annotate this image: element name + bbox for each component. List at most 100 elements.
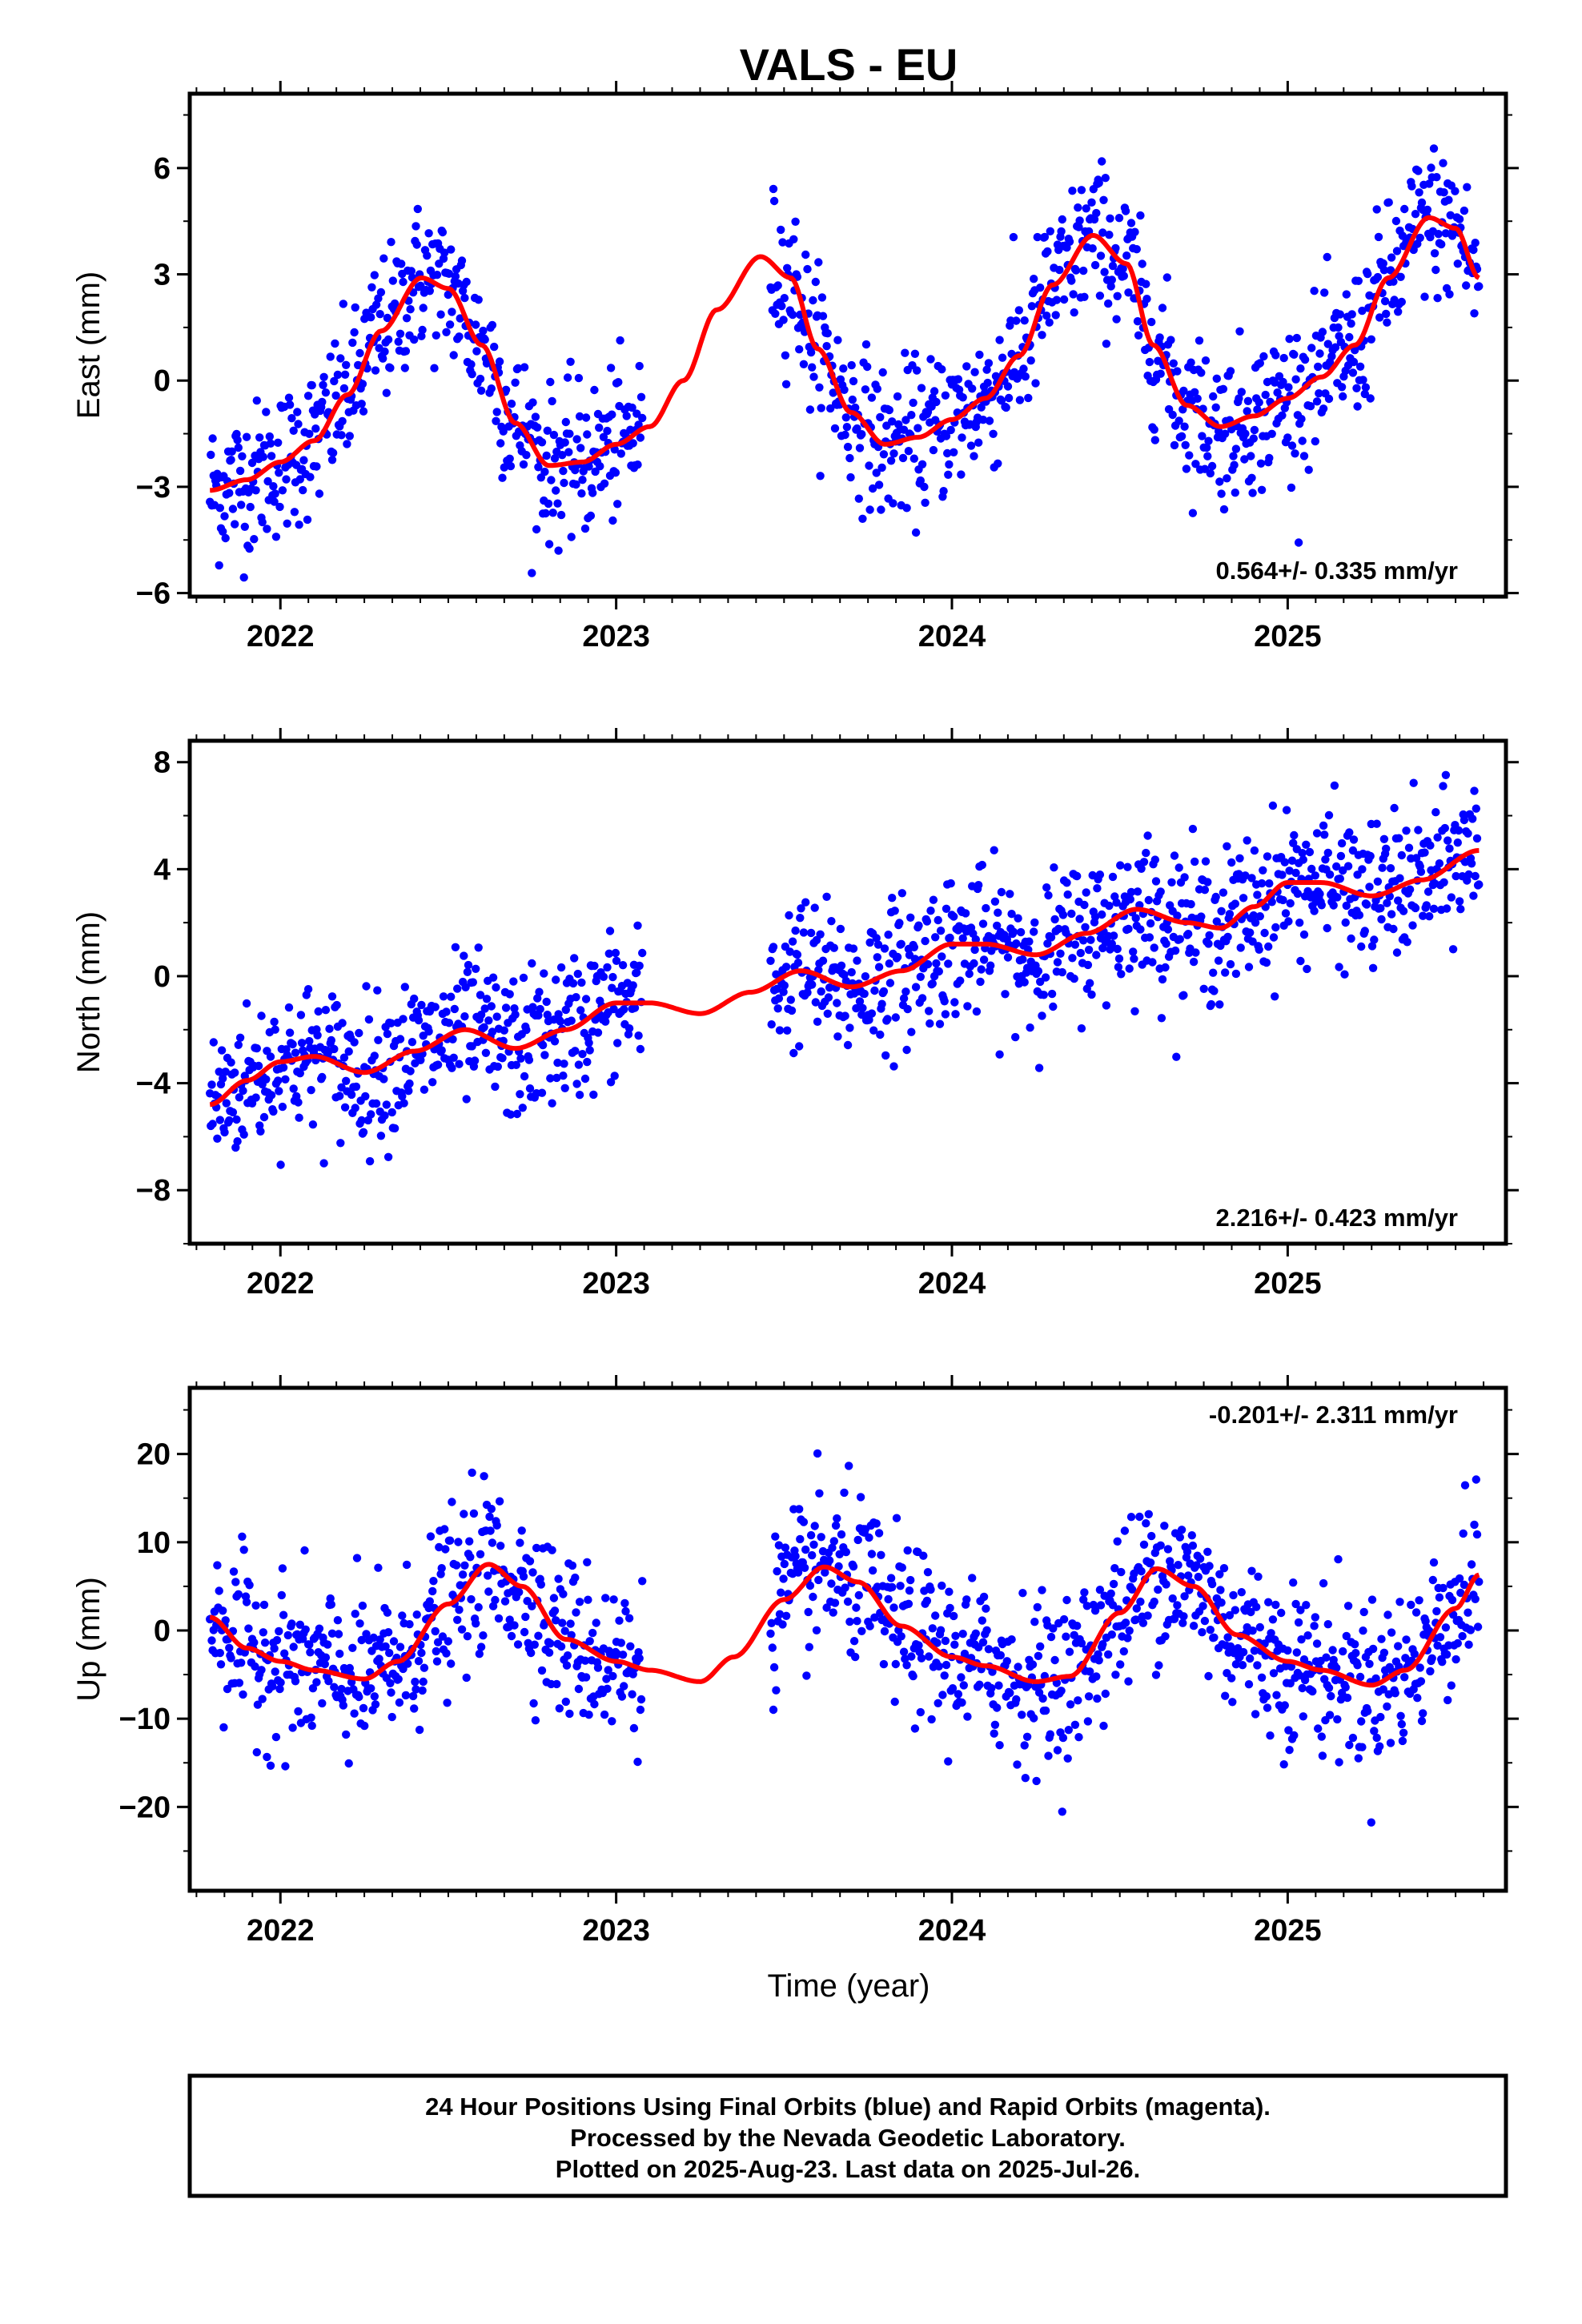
north-point	[1394, 896, 1403, 905]
east-point	[1339, 392, 1347, 401]
north-point	[1341, 918, 1350, 927]
up-point	[1079, 1595, 1088, 1604]
east-point	[1186, 358, 1195, 367]
up-point	[231, 1578, 240, 1586]
up-point	[1343, 1602, 1353, 1610]
up-point	[1325, 1711, 1335, 1719]
east-point	[817, 404, 825, 412]
up-point	[1053, 1746, 1062, 1755]
east-point	[242, 432, 251, 441]
east-point	[271, 489, 279, 498]
north-point	[1244, 963, 1254, 971]
east-point	[789, 235, 798, 243]
up-x-tick-label: 2022	[247, 1914, 315, 1948]
north-point	[351, 1104, 359, 1112]
north-point	[1125, 964, 1134, 973]
up-point	[1341, 1683, 1350, 1692]
east-point	[858, 514, 867, 523]
east-point	[1298, 436, 1307, 445]
up-point	[774, 1541, 784, 1550]
north-point	[793, 950, 802, 959]
up-point	[476, 1550, 485, 1559]
north-point	[1419, 911, 1427, 920]
east-point	[501, 385, 511, 394]
up-point	[352, 1554, 362, 1562]
east-point	[805, 405, 815, 414]
east-point	[613, 500, 622, 509]
up-point	[993, 1703, 1002, 1712]
east-point	[457, 256, 467, 265]
up-point	[801, 1545, 810, 1554]
east-point	[1323, 340, 1333, 348]
east-point	[397, 259, 406, 268]
up-point	[1080, 1588, 1089, 1597]
north-point	[1440, 823, 1450, 833]
north-y-tick-label: −8	[136, 1174, 171, 1208]
up-point	[1363, 1707, 1372, 1715]
up-point	[375, 1655, 383, 1663]
east-point	[252, 396, 261, 405]
north-point	[1203, 878, 1212, 887]
north-point	[1039, 991, 1049, 999]
east-point	[885, 405, 894, 415]
east-point	[275, 468, 283, 477]
up-point	[829, 1608, 837, 1617]
up-point	[1359, 1626, 1367, 1635]
north-point	[865, 938, 874, 947]
east-point	[266, 439, 275, 448]
up-point	[1058, 1807, 1067, 1816]
east-point	[1261, 390, 1270, 400]
east-point	[1314, 362, 1323, 372]
north-point	[946, 879, 955, 888]
east-point	[444, 290, 452, 300]
up-point	[1059, 1614, 1069, 1624]
north-point	[766, 956, 775, 966]
up-point	[954, 1690, 963, 1699]
north-point	[1348, 846, 1358, 855]
north-point	[1392, 948, 1402, 957]
east-point	[306, 472, 315, 481]
north-point	[1373, 877, 1383, 887]
east-point	[294, 420, 303, 428]
north-point	[330, 1044, 339, 1054]
east-point	[321, 388, 331, 397]
east-point	[580, 524, 590, 533]
up-point	[1064, 1726, 1074, 1735]
up-point	[521, 1612, 530, 1622]
east-point	[474, 296, 483, 304]
up-point	[268, 1682, 277, 1691]
north-point	[288, 1039, 297, 1049]
east-point	[1439, 188, 1448, 197]
east-point	[1324, 394, 1334, 404]
north-point	[1439, 878, 1448, 887]
north-point	[1445, 844, 1454, 853]
east-point	[1147, 317, 1156, 327]
north-point	[1112, 898, 1121, 907]
north-point	[1082, 888, 1090, 897]
up-point	[560, 1626, 569, 1635]
north-point	[380, 1111, 389, 1120]
up-point	[1426, 1667, 1435, 1676]
north-point	[376, 1132, 386, 1140]
up-point	[907, 1652, 916, 1661]
north-point	[608, 972, 617, 982]
east-point	[1323, 252, 1331, 262]
up-point	[307, 1713, 315, 1722]
north-point	[891, 1013, 901, 1022]
up-point	[1154, 1585, 1162, 1594]
east-point	[1099, 195, 1108, 204]
north-point	[899, 994, 909, 1003]
up-point	[834, 1562, 843, 1571]
north-point	[1223, 932, 1232, 942]
north-point	[1137, 864, 1146, 874]
north-point	[319, 1159, 328, 1168]
up-point	[1101, 1689, 1110, 1699]
east-point	[307, 380, 316, 390]
east-point	[350, 328, 359, 337]
east-point	[1026, 356, 1035, 365]
up-point	[609, 1595, 618, 1604]
north-point	[1335, 963, 1343, 971]
east-point	[818, 312, 828, 320]
east-point	[479, 326, 488, 336]
east-point	[799, 360, 809, 368]
